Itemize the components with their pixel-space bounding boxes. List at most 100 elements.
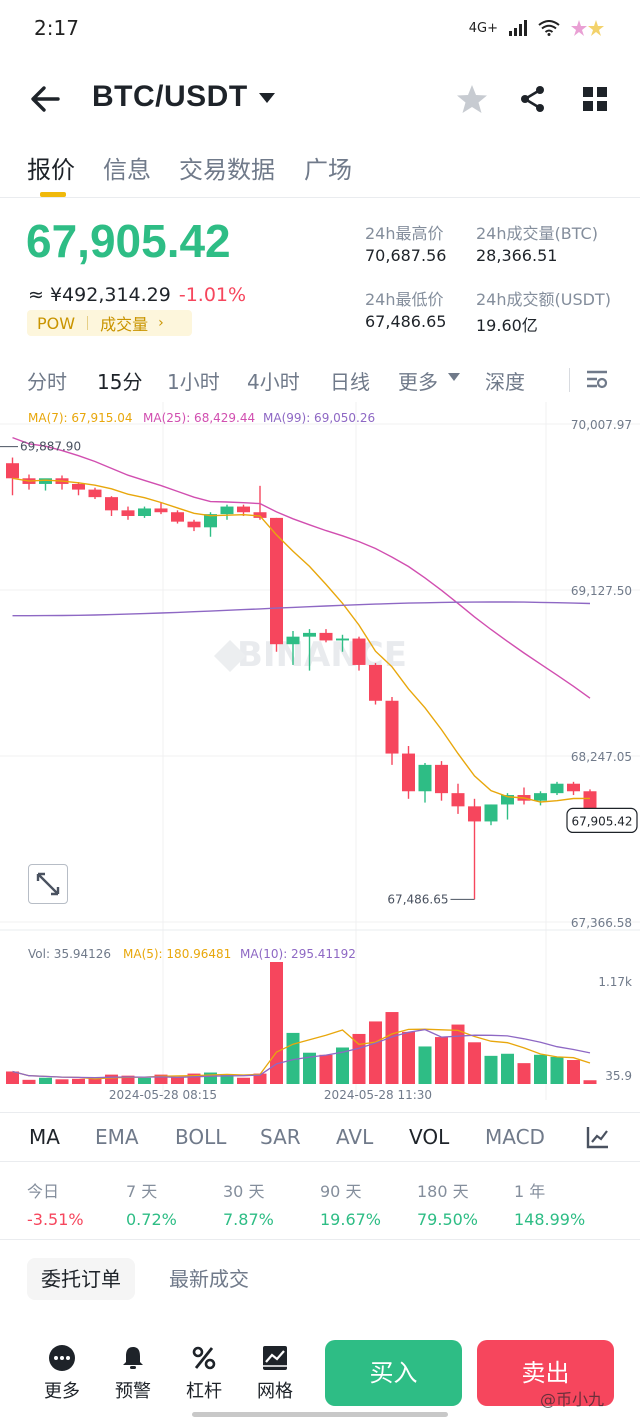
vol-ma5-legend: MA(5): 180.96481 bbox=[123, 947, 231, 961]
sell-button[interactable]: 卖出 bbox=[477, 1340, 614, 1406]
volume-bars bbox=[6, 962, 597, 1084]
expand-icon bbox=[36, 872, 60, 896]
volume-bar bbox=[55, 1079, 69, 1084]
candle bbox=[88, 487, 102, 500]
interval-15m[interactable]: 15分 bbox=[97, 370, 143, 394]
ma25-line bbox=[12, 436, 591, 699]
candle bbox=[154, 502, 168, 515]
candle bbox=[22, 474, 36, 490]
volume-bar bbox=[468, 1042, 481, 1084]
high-value: 70,687.56 bbox=[365, 246, 447, 265]
candle-body bbox=[138, 508, 151, 517]
chart-labels: MA(7): 67,915.04 MA(25): 68,429.44 MA(99):… bbox=[0, 411, 638, 1102]
tab-info[interactable]: 信息 bbox=[103, 156, 151, 184]
more-button[interactable]: 更多 bbox=[32, 1344, 92, 1403]
status-bar: 2:17 4G+ bbox=[0, 0, 640, 60]
candle-body bbox=[303, 632, 316, 637]
vol-ma5-line bbox=[12, 1028, 591, 1080]
signal-bars-icon bbox=[509, 20, 527, 36]
perf-today: 今日 -3.51% bbox=[27, 1178, 84, 1229]
share-icon[interactable] bbox=[519, 85, 547, 113]
indicator-macd[interactable]: MACD bbox=[485, 1125, 545, 1149]
interval-more[interactable]: 更多 bbox=[398, 370, 438, 394]
volume-bar bbox=[303, 1052, 316, 1084]
grid-button[interactable]: 网格 bbox=[245, 1344, 305, 1403]
candle-body bbox=[567, 783, 580, 792]
volume-bar bbox=[237, 1077, 250, 1084]
indicator-avl[interactable]: AVL bbox=[336, 1125, 374, 1149]
tag-pow: POW bbox=[37, 313, 76, 333]
pair-dropdown-icon[interactable] bbox=[258, 92, 276, 104]
more-dropdown-icon[interactable] bbox=[447, 372, 461, 382]
low-marker-label: 67,486.65 bbox=[387, 892, 448, 906]
fullscreen-button[interactable] bbox=[28, 864, 68, 904]
candlestick-chart[interactable]: BINANCE MA(7): 67,915.04 MA(25): 68,429.4… bbox=[0, 402, 640, 1102]
candle-body bbox=[204, 514, 217, 528]
interval-daily[interactable]: 日线 bbox=[330, 370, 370, 394]
interval-tick[interactable]: 分时 bbox=[27, 370, 67, 394]
volume-bar bbox=[171, 1076, 184, 1084]
volume-bar bbox=[72, 1078, 85, 1084]
back-arrow-icon[interactable] bbox=[30, 85, 60, 113]
candle bbox=[286, 631, 300, 665]
volume-bar bbox=[138, 1077, 151, 1084]
volume-bar bbox=[39, 1077, 52, 1084]
volume-bar bbox=[583, 1080, 597, 1084]
volume-bar bbox=[154, 1074, 168, 1084]
tab-trading-data[interactable]: 交易数据 bbox=[179, 156, 275, 184]
candle bbox=[484, 804, 498, 826]
perf-90d: 90 天 19.67% bbox=[320, 1178, 381, 1229]
indicator-ma[interactable]: MA bbox=[29, 1125, 60, 1149]
battery-sticker-icon bbox=[571, 20, 604, 36]
grid-trading-icon bbox=[263, 1346, 287, 1370]
signal-indicator: 4G+ bbox=[468, 20, 498, 36]
alert-button[interactable]: 预警 bbox=[103, 1344, 163, 1403]
orders-section: 委托订单 最新成交 bbox=[0, 1240, 640, 1320]
ma99-legend: MA(99): 69,050.26 bbox=[263, 411, 375, 425]
volume-bar bbox=[501, 1053, 514, 1084]
chart-settings-icon[interactable] bbox=[585, 368, 609, 390]
favorite-star-icon[interactable] bbox=[456, 84, 488, 114]
perf-value: 79.50% bbox=[417, 1210, 479, 1229]
tag-row[interactable]: POW 成交量 › bbox=[27, 310, 192, 336]
interval-divider bbox=[569, 368, 570, 392]
tab-latest-trades[interactable]: 最新成交 bbox=[169, 1267, 249, 1291]
leverage-label: 杠杆 bbox=[186, 1381, 222, 1402]
time-label: 2024-05-28 08:15 bbox=[109, 1088, 217, 1102]
buy-button[interactable]: 买入 bbox=[325, 1340, 462, 1406]
ma7-line bbox=[12, 477, 591, 803]
pair-title[interactable]: BTC/USDT bbox=[92, 80, 248, 113]
candle bbox=[319, 629, 333, 643]
indicator-boll[interactable]: BOLL bbox=[175, 1125, 227, 1149]
last-price-box bbox=[566, 807, 638, 834]
indicator-vol[interactable]: VOL bbox=[409, 1125, 450, 1149]
perf-label: 90 天 bbox=[320, 1182, 362, 1201]
price-sub: ≈ ¥492,314.29 -1.01% bbox=[28, 284, 246, 306]
tab-square[interactable]: 广场 bbox=[304, 156, 352, 184]
indicator-sar[interactable]: SAR bbox=[260, 1125, 301, 1149]
wifi-icon bbox=[538, 20, 560, 36]
grid-menu-icon[interactable] bbox=[582, 86, 608, 112]
candle bbox=[550, 781, 564, 796]
indicator-ema[interactable]: EMA bbox=[95, 1125, 139, 1149]
candle-body bbox=[154, 508, 168, 513]
interval-1h[interactable]: 1小时 bbox=[167, 370, 220, 394]
indicator-tabs: MA EMA BOLL SAR AVL VOL MACD bbox=[0, 1112, 640, 1162]
price-axis-label: 70,007.97 bbox=[571, 418, 632, 432]
grid-label: 网格 bbox=[257, 1381, 293, 1402]
leverage-button[interactable]: 杠杆 bbox=[174, 1344, 234, 1403]
volume-bar bbox=[550, 1056, 564, 1084]
tab-quote[interactable]: 报价 bbox=[27, 156, 75, 184]
bottom-bar: 更多 预警 杠杆 网格 买入 卖出 @币小九 bbox=[0, 1330, 640, 1422]
interval-depth[interactable]: 深度 bbox=[485, 370, 525, 394]
candle-body bbox=[385, 700, 399, 754]
candle bbox=[39, 478, 52, 491]
candle bbox=[253, 485, 267, 520]
interval-4h[interactable]: 4小时 bbox=[247, 370, 300, 394]
volume-bar bbox=[88, 1078, 102, 1084]
chart-area[interactable]: BINANCE MA(7): 67,915.04 MA(25): 68,429.4… bbox=[0, 402, 640, 1102]
volume-bar bbox=[451, 1024, 465, 1084]
volume-bar bbox=[270, 962, 283, 1084]
indicator-chart-icon[interactable] bbox=[586, 1125, 610, 1149]
tab-open-orders[interactable]: 委托订单 bbox=[27, 1258, 135, 1300]
